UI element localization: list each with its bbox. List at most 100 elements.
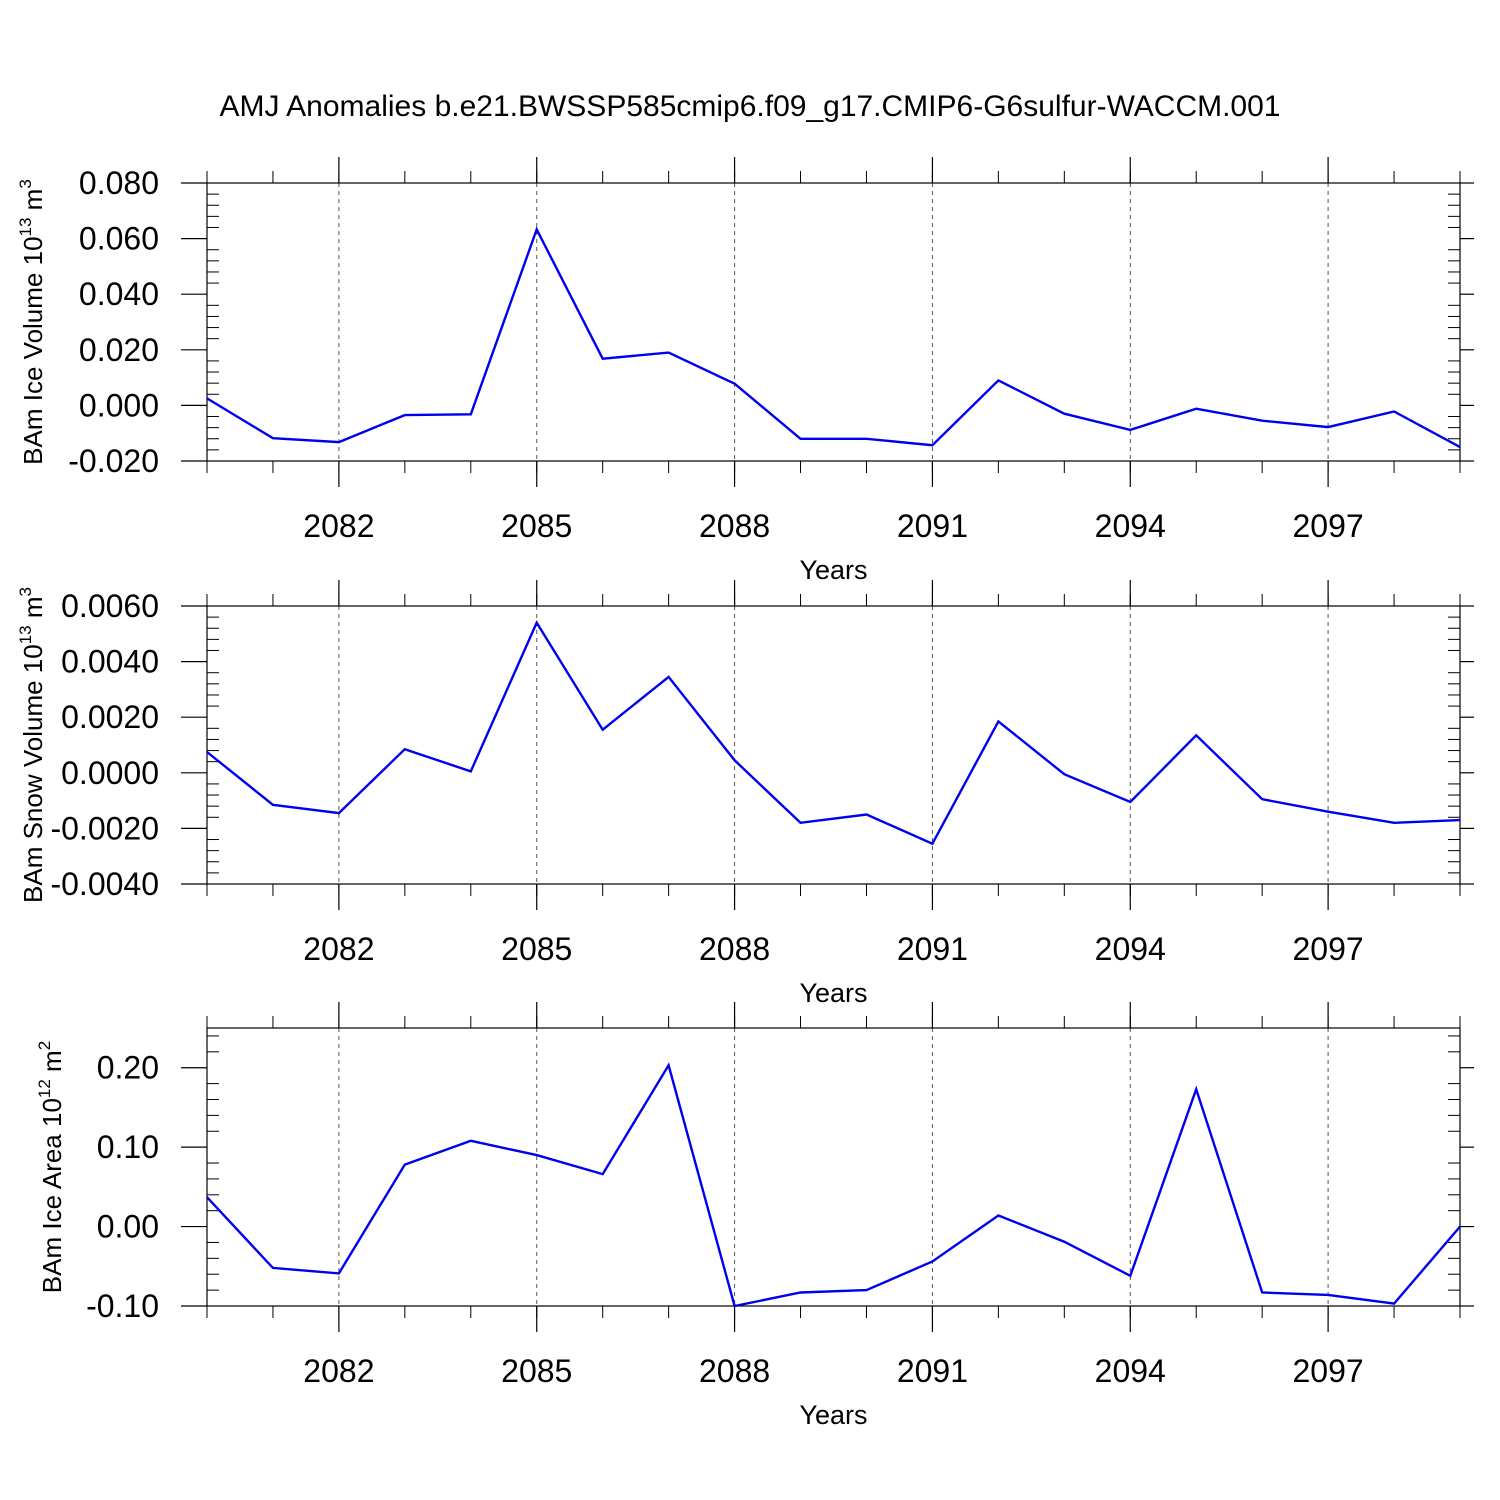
x-tick-label: 2094	[1095, 508, 1166, 544]
y-tick-label: 0.00	[97, 1209, 159, 1245]
data-point	[733, 758, 737, 762]
y-tick-label: -0.0040	[50, 866, 159, 902]
x-tick-label: 2091	[897, 508, 968, 544]
x-tick-label: 2097	[1293, 1353, 1364, 1389]
y-axis-label-text: BAm Snow Volume 10	[18, 644, 48, 903]
plot-frame	[206, 1027, 1461, 1307]
data-point	[271, 436, 275, 440]
y-axis-label-unit: m	[37, 1050, 67, 1079]
y-tick-label: 0.080	[79, 165, 159, 201]
data-point	[337, 811, 341, 815]
panel-snow-volume: 2082 2085 2088 2091 2094 2097 Years -0.0040 -0.0…	[16, 580, 1474, 1008]
data-point	[667, 1063, 671, 1067]
y-tick-label: 0.060	[79, 221, 159, 257]
data-point	[930, 1260, 934, 1264]
x-tick-label: 2097	[1293, 931, 1364, 967]
series-line	[206, 226, 1461, 449]
x-axis-label: Years	[799, 555, 867, 585]
x-tick-label: 2088	[699, 931, 770, 967]
plot-frame	[206, 182, 1461, 462]
y-axis-label-text: BAm Ice Volume 10	[18, 236, 48, 464]
y-tick-label: -0.0020	[50, 810, 159, 846]
data-point	[1194, 1087, 1198, 1091]
data-point	[1326, 1293, 1330, 1297]
data-point	[1326, 810, 1330, 814]
panel-ice-volume: 2082 2085 2088 2091 2094 2097 Years -0.020 0.000…	[16, 157, 1474, 585]
data-point	[1392, 1302, 1396, 1306]
x-axis-label: Years	[799, 1400, 867, 1430]
data-point	[1458, 445, 1462, 449]
x-tick-label: 2082	[303, 508, 374, 544]
data-point	[1326, 425, 1330, 429]
data-point	[864, 437, 868, 441]
plot-frame	[206, 605, 1461, 885]
data-point	[403, 413, 407, 417]
data-point	[1194, 407, 1198, 411]
data-point	[1128, 1274, 1132, 1278]
x-tick-label: 2091	[897, 931, 968, 967]
x-tick-label: 2094	[1095, 931, 1166, 967]
y-axis-label-unit-exponent: 3	[16, 179, 35, 188]
x-tick-label: 2088	[699, 1353, 770, 1389]
data-point	[1194, 733, 1198, 737]
x-tick-label: 2091	[897, 1353, 968, 1389]
data-point	[996, 719, 1000, 723]
y-axis-label-unit-exponent: 3	[16, 587, 35, 596]
data-point	[1260, 1290, 1264, 1294]
x-tick-label: 2085	[501, 931, 572, 967]
data-point	[1458, 818, 1462, 822]
y-tick-label: 0.040	[79, 276, 159, 312]
data-point	[733, 1304, 737, 1308]
data-point	[1260, 797, 1264, 801]
data-point	[667, 675, 671, 679]
data-point	[337, 440, 341, 444]
data-point	[205, 396, 209, 400]
data-point	[601, 357, 605, 361]
data-point	[535, 1153, 539, 1157]
data-point	[601, 1172, 605, 1176]
data-point	[930, 842, 934, 846]
data-point	[601, 728, 605, 732]
data-point	[535, 227, 539, 231]
y-tick-label: 0.0060	[61, 588, 159, 624]
data-point	[1392, 410, 1396, 414]
data-point	[205, 1195, 209, 1199]
data-point	[1128, 800, 1132, 804]
data-point	[205, 750, 209, 754]
x-tick-label: 2097	[1293, 508, 1364, 544]
figure-title: AMJ Anomalies b.e21.BWSSP585cmip6.f09_g1…	[219, 90, 1281, 123]
data-point	[996, 378, 1000, 382]
data-point	[1458, 1225, 1462, 1229]
data-point	[403, 747, 407, 751]
y-tick-label: 0.0020	[61, 699, 159, 735]
x-tick-label: 2082	[303, 931, 374, 967]
series-line	[206, 1062, 1461, 1308]
x-tick-label: 2094	[1095, 1353, 1166, 1389]
y-axis-label: BAm Snow Volume 1013 m3	[16, 587, 48, 903]
y-axis-label-exponent: 13	[16, 218, 35, 237]
data-point	[864, 813, 868, 817]
data-point	[1062, 1240, 1066, 1244]
y-tick-label: 0.10	[97, 1129, 159, 1165]
y-axis-label: BAm Ice Volume 1013 m3	[16, 179, 48, 465]
data-point	[469, 769, 473, 773]
data-point	[733, 382, 737, 386]
data-point	[403, 1163, 407, 1167]
data-point	[996, 1213, 1000, 1217]
y-tick-label: 0.0000	[61, 755, 159, 791]
series-line	[206, 620, 1461, 846]
data-point	[1260, 419, 1264, 423]
data-point	[271, 803, 275, 807]
y-axis-label-text: BAm Ice Area 10	[37, 1098, 67, 1293]
x-tick-label: 2085	[501, 1353, 572, 1389]
data-point	[535, 621, 539, 625]
y-axis-label-exponent: 12	[35, 1079, 54, 1098]
data-point	[1062, 412, 1066, 416]
data-point	[337, 1271, 341, 1275]
y-axis-label-unit-exponent: 2	[35, 1041, 54, 1050]
y-axis-label-exponent: 13	[16, 625, 35, 644]
data-point	[799, 1290, 803, 1294]
x-tick-label: 2088	[699, 508, 770, 544]
y-axis-label-unit: m	[18, 189, 48, 218]
